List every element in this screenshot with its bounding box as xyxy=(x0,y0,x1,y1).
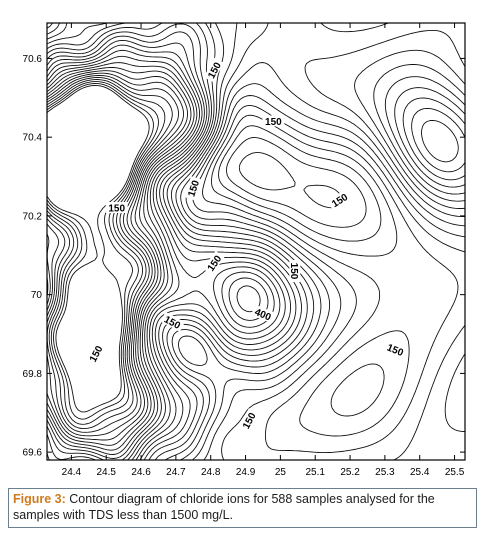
contour-line-12 xyxy=(46,22,466,461)
caption-box xyxy=(8,488,477,528)
contour-line-18 xyxy=(46,39,459,461)
contour-line-13 xyxy=(46,22,466,461)
x-tick-label-1: 24.5 xyxy=(96,467,116,478)
plot-frame xyxy=(46,22,466,461)
contour-label-11: 150 xyxy=(85,341,106,366)
contour-line-24 xyxy=(46,70,188,446)
contour-line-4 xyxy=(226,137,367,228)
contour-line-7 xyxy=(202,104,459,454)
x-tick-label-6: 25 xyxy=(275,467,287,478)
contour-label-2: 150 xyxy=(327,189,352,211)
svg-text:150: 150 xyxy=(265,117,282,128)
contour-lines xyxy=(46,22,466,461)
x-tick-label-9: 25.3 xyxy=(375,467,395,478)
y-tick-label-2: 70 xyxy=(31,290,43,301)
contour-label-9: 150 xyxy=(383,340,408,359)
x-tick-label-8: 25.2 xyxy=(340,467,360,478)
x-tick-label-4: 24.8 xyxy=(201,467,221,478)
contour-line-6 xyxy=(210,114,410,437)
contour-label-1: 150 xyxy=(262,115,285,128)
contour-line-25 xyxy=(46,72,184,441)
x-tick-label-5: 24.9 xyxy=(236,467,256,478)
contour-label-8: 400 xyxy=(250,304,276,324)
svg-text:150: 150 xyxy=(186,179,202,199)
y-tick-label-4: 70.4 xyxy=(23,133,43,144)
contour-label-3: 150 xyxy=(184,176,202,201)
figure-label: Figure 3: xyxy=(13,492,66,506)
contour-line-22 xyxy=(46,62,195,455)
contour-line-19 xyxy=(46,44,275,461)
x-tick-label-7: 25.1 xyxy=(305,467,325,478)
contour-label-10: 150 xyxy=(238,408,259,433)
contour-line-17 xyxy=(46,31,466,461)
figure-caption: Figure 3: Contour diagram of chloride io… xyxy=(13,491,473,523)
y-tick-label-1: 69.8 xyxy=(23,369,43,380)
contour-line-30 xyxy=(46,83,154,420)
y-tick-label-0: 69.6 xyxy=(23,448,43,459)
caption-text: Contour diagram of chloride ions for 588… xyxy=(13,492,435,522)
y-tick-label-5: 70.6 xyxy=(23,54,43,65)
x-tick-label-0: 24.4 xyxy=(62,467,82,478)
contour-line-20 xyxy=(46,49,269,461)
contour-line-21 xyxy=(46,55,261,459)
contour-label-4: 150 xyxy=(105,202,128,215)
y-tick-label-3: 70.2 xyxy=(23,211,43,222)
y-axis: 69.6 69.8 70 70.2 70.4 70.6 xyxy=(23,54,465,459)
svg-text:150: 150 xyxy=(288,263,299,280)
contour-line-23 xyxy=(46,67,192,451)
contour-label-6: 150 xyxy=(288,260,301,282)
contour-line-11 xyxy=(46,22,466,461)
x-axis: 24.4 24.5 24.6 24.7 24.8 24.9 25 25.1 25.2 25.3 25… xyxy=(62,23,465,478)
contour-line-15 xyxy=(46,22,466,461)
x-tick-label-10: 25.4 xyxy=(410,467,430,478)
contour-line-5 xyxy=(218,125,385,417)
x-tick-label-2: 24.6 xyxy=(131,467,151,478)
contour-line-27 xyxy=(46,77,173,433)
svg-text:150: 150 xyxy=(108,204,125,215)
contour-line-3 xyxy=(238,152,343,209)
x-tick-label-11: 25.5 xyxy=(445,467,465,478)
contour-line-8 xyxy=(192,95,466,461)
contour-line-26 xyxy=(46,75,179,437)
x-tick-label-3: 24.7 xyxy=(166,467,186,478)
